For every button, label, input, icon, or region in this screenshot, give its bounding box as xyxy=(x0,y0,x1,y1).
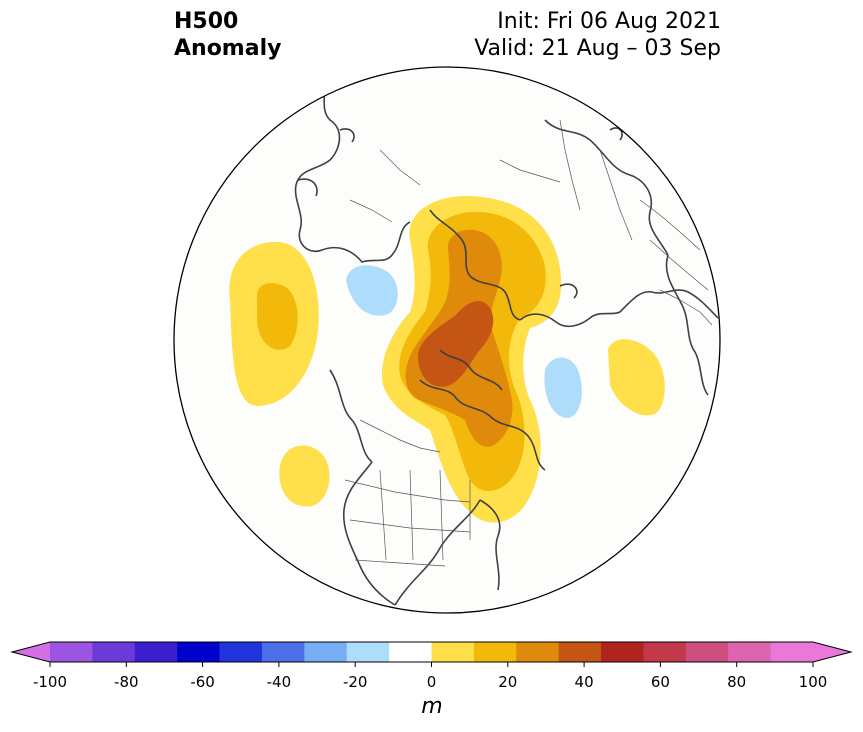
colorbar-tick-label: -80 xyxy=(114,673,139,691)
colorbar-tick-label: -60 xyxy=(190,673,215,691)
colorbar-swatch xyxy=(728,642,772,662)
colorbar-swatch xyxy=(261,642,305,662)
colorbar-swatch xyxy=(770,642,814,662)
colorbar-tick-label: -20 xyxy=(342,673,368,691)
positive-anomaly-western-russia xyxy=(608,339,665,416)
colorbar-tick-label: 80 xyxy=(727,673,747,691)
colorbar-swatch xyxy=(92,642,136,662)
colorbar-swatch xyxy=(304,642,348,662)
colorbar-swatch xyxy=(431,642,475,662)
colorbar-swatch xyxy=(219,642,263,662)
colorbar-tick-label: -40 xyxy=(266,673,292,691)
colorbar-tick-label: 0 xyxy=(426,673,437,691)
plot-title: H500 Anomaly xyxy=(174,8,281,62)
forecast-info: Init: Fri 06 Aug 2021 Valid: 21 Aug – 03… xyxy=(474,8,721,62)
colorbar-over-extension xyxy=(813,642,851,662)
anomaly-layer xyxy=(229,195,665,523)
negative-anomaly-europe xyxy=(544,357,582,418)
colorbar-tick-label: -100 xyxy=(32,673,68,691)
colorbar-swatch xyxy=(389,642,432,662)
colorbar-swatch xyxy=(177,642,221,662)
positive-anomaly-north-pacific xyxy=(229,241,319,406)
negative-anomaly-east-siberia xyxy=(346,265,398,316)
globe-outline xyxy=(173,66,721,614)
colorbar xyxy=(10,641,853,667)
title-variable: H500 xyxy=(174,9,239,34)
colorbar-swatch xyxy=(685,642,729,662)
colorbar-tick-label: 100 xyxy=(798,673,828,691)
colorbar-swatch xyxy=(50,642,93,662)
colorbar-under-extension xyxy=(12,642,50,662)
valid-period: Valid: 21 Aug – 03 Sep xyxy=(474,36,721,61)
colorbar-swatch xyxy=(558,642,602,662)
political-boundaries xyxy=(344,119,713,567)
coastlines xyxy=(294,69,719,606)
colorbar-units: m xyxy=(421,694,443,719)
positive-anomaly-aleutian-south xyxy=(279,445,330,507)
colorbar-tick-label: 60 xyxy=(650,673,670,691)
colorbar-swatch xyxy=(516,642,560,662)
title-field: Anomaly xyxy=(174,36,282,61)
colorbar-swatch xyxy=(473,642,517,662)
colorbar-swatch xyxy=(134,642,178,662)
colorbar-swatch xyxy=(643,642,687,662)
colorbar-tick-label: 20 xyxy=(498,673,518,691)
colorbar-swatch xyxy=(601,642,644,662)
colorbar-swatch xyxy=(346,642,390,662)
init-time: Init: Fri 06 Aug 2021 xyxy=(497,9,721,34)
colorbar-tick-label: 40 xyxy=(574,673,594,691)
